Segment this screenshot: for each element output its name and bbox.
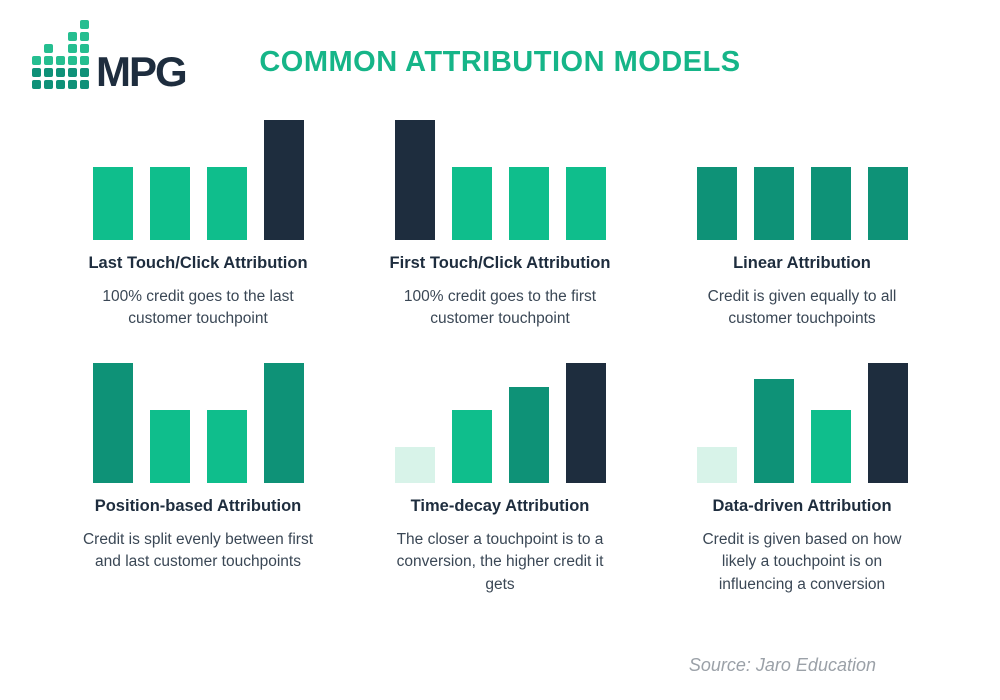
equalizer-dot xyxy=(80,44,89,53)
model-description: 100% credit goes to the first customer t… xyxy=(403,288,597,328)
equalizer-dot xyxy=(56,56,65,65)
equalizer-dot xyxy=(68,68,77,77)
equalizer-column xyxy=(68,32,77,89)
equalizer-dot xyxy=(80,80,89,89)
model-name: Data-driven Attribution xyxy=(712,496,892,515)
page-title: COMMON ATTRIBUTION MODELS xyxy=(259,46,741,78)
equalizer-dot xyxy=(32,68,41,77)
equalizer-dot xyxy=(56,68,65,77)
equalizer-column xyxy=(44,44,53,89)
model-panel-first-touch: First Touch/Click Attribution 100% credi… xyxy=(370,120,630,331)
model-panel-last-touch: Last Touch/Click Attribution 100% credit… xyxy=(68,120,328,331)
bar xyxy=(810,409,851,483)
equalizer-dot xyxy=(32,56,41,65)
bar xyxy=(451,166,492,240)
equalizer-dot xyxy=(80,32,89,41)
bar xyxy=(394,446,435,483)
bar-chart-last-touch xyxy=(68,120,328,240)
model-name: Last Touch/Click Attribution xyxy=(88,254,308,272)
bar xyxy=(753,378,794,483)
equalizer-dot xyxy=(44,56,53,65)
bar xyxy=(753,166,794,240)
bar xyxy=(451,409,492,483)
model-description: Credit is given equally to all customer … xyxy=(707,288,897,328)
model-panel-position-based: Position-based Attribution Credit is spl… xyxy=(68,362,328,596)
equalizer-dot xyxy=(44,80,53,89)
bar-chart-first-touch xyxy=(370,120,630,240)
equalizer-dot xyxy=(44,68,53,77)
bar xyxy=(149,409,190,483)
bar xyxy=(696,446,737,483)
bar-chart-data-driven xyxy=(672,362,932,483)
bar-chart-position-based xyxy=(68,362,328,483)
bar-chart-time-decay xyxy=(370,362,630,483)
equalizer-dot xyxy=(56,80,65,89)
equalizer-dot xyxy=(68,32,77,41)
bar xyxy=(696,166,737,240)
model-name: Linear Attribution xyxy=(733,254,871,272)
model-name: Time-decay Attribution xyxy=(410,496,590,515)
bar xyxy=(263,120,304,240)
equalizer-dot xyxy=(68,44,77,53)
models-grid: Last Touch/Click Attribution 100% credit… xyxy=(68,120,932,596)
brand-logo: MPG xyxy=(32,20,188,95)
bar xyxy=(508,386,549,483)
bar-chart-linear xyxy=(672,120,932,240)
model-name: First Touch/Click Attribution xyxy=(389,254,611,272)
equalizer-dot xyxy=(32,80,41,89)
bar xyxy=(263,362,304,483)
equalizer-logo-icon xyxy=(32,20,89,89)
equalizer-dot xyxy=(80,20,89,29)
model-description: The closer a touchpoint is to a conversi… xyxy=(396,530,604,593)
equalizer-dot xyxy=(68,80,77,89)
footer: Source: Jaro Education xyxy=(689,655,876,676)
model-description: Credit is given based on how likely a to… xyxy=(702,530,902,593)
source-credit: Source: Jaro Education xyxy=(688,655,876,675)
equalizer-dot xyxy=(80,56,89,65)
bar xyxy=(92,362,133,483)
bar xyxy=(565,362,606,483)
equalizer-column xyxy=(56,56,65,89)
bar xyxy=(508,166,549,240)
logo-text: MPG xyxy=(96,47,188,95)
equalizer-column xyxy=(32,56,41,89)
model-panel-data-driven: Data-driven Attribution Credit is given … xyxy=(672,362,932,596)
model-description: 100% credit goes to the last customer to… xyxy=(102,288,294,328)
bar xyxy=(206,409,247,483)
model-name: Position-based Attribution xyxy=(94,496,302,515)
equalizer-column xyxy=(80,20,89,89)
model-description: Credit is split evenly between first and… xyxy=(82,530,313,571)
bar xyxy=(810,166,851,240)
equalizer-dot xyxy=(44,44,53,53)
bar xyxy=(149,166,190,240)
equalizer-dot xyxy=(80,68,89,77)
bar xyxy=(206,166,247,240)
model-panel-time-decay: Time-decay Attribution The closer a touc… xyxy=(370,362,630,596)
bar xyxy=(867,362,908,483)
model-panel-linear: Linear Attribution Credit is given equal… xyxy=(672,120,932,331)
header: MPG COMMON ATTRIBUTION MODELS xyxy=(0,0,1000,108)
bar xyxy=(867,166,908,240)
bar xyxy=(565,166,606,240)
equalizer-dot xyxy=(68,56,77,65)
bar xyxy=(394,120,435,240)
bar xyxy=(92,166,133,240)
